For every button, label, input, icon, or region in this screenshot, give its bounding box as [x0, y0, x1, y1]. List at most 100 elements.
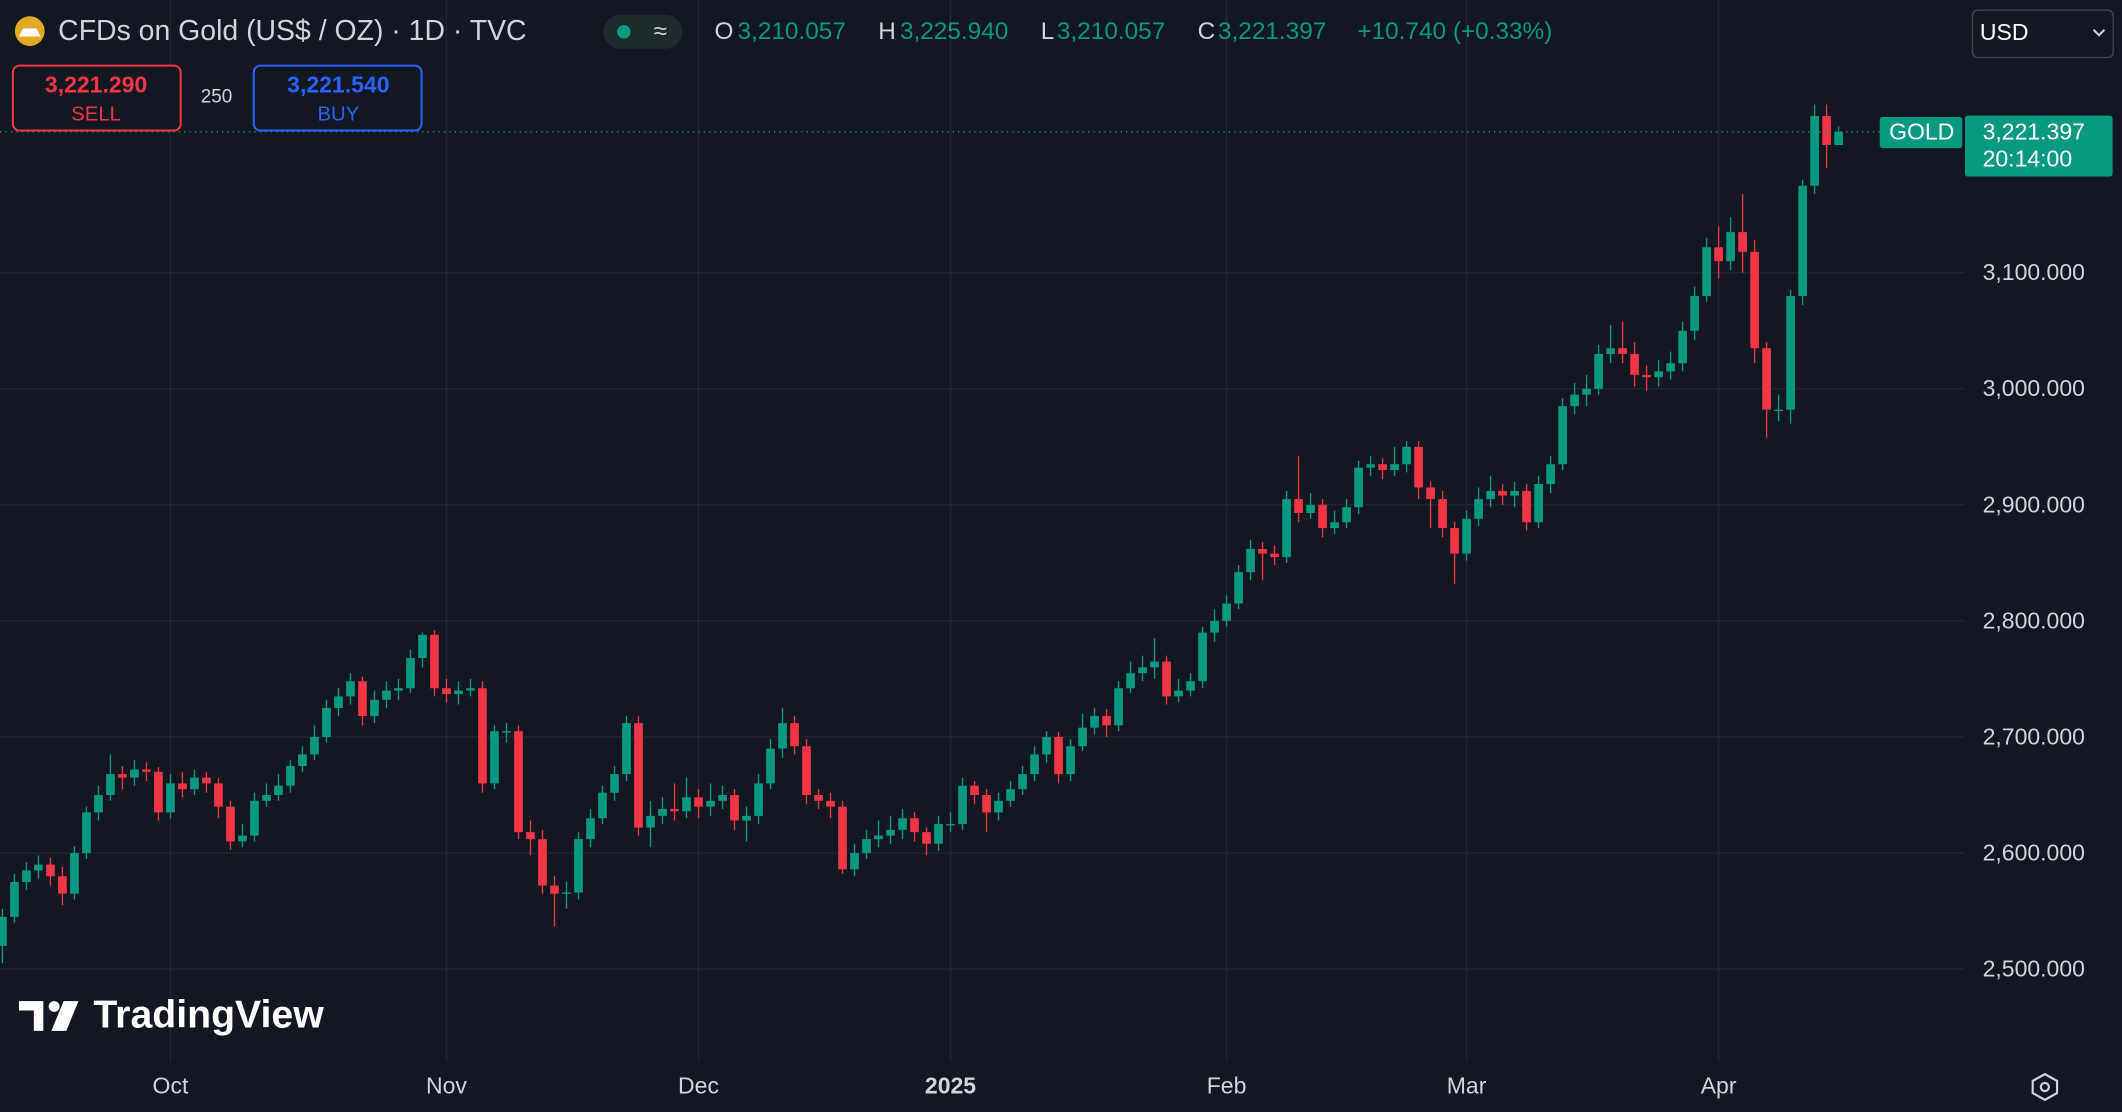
candle-body	[1270, 553, 1279, 558]
candle-body	[598, 792, 607, 819]
candle-body	[1342, 507, 1351, 523]
candle-body	[646, 815, 655, 828]
candle-body	[862, 839, 871, 854]
candle-body	[634, 723, 643, 828]
candle-body	[1438, 499, 1447, 529]
candle-body	[214, 783, 223, 807]
candle-body	[526, 832, 535, 840]
candle-body	[1738, 232, 1747, 252]
candle-body	[1654, 371, 1663, 378]
candle-body	[922, 832, 931, 844]
last-price: 3,221.397	[1983, 118, 2085, 144]
candle-body	[586, 818, 595, 840]
candle-body	[1402, 446, 1411, 465]
candle-body	[1642, 374, 1651, 378]
y-tick-label: 2,900.000	[1983, 491, 2085, 517]
candle-body	[370, 699, 379, 717]
candle-body	[1042, 736, 1051, 755]
candle-body	[814, 795, 823, 801]
spread: 250	[201, 86, 233, 107]
symbol-icon-bar	[18, 28, 41, 37]
candle-body	[1510, 490, 1519, 496]
candle-body	[1522, 490, 1531, 523]
candle-body	[82, 812, 91, 854]
candle-body	[1246, 548, 1255, 573]
candle-body	[0, 916, 7, 946]
candle-body	[142, 769, 151, 772]
symbol-title[interactable]: CFDs on Gold (US$ / OZ) · 1D · TVC	[58, 15, 526, 47]
ohlc-value: 3,225.940	[900, 18, 1008, 45]
ohlc-key: O	[715, 18, 734, 45]
candle-body	[502, 731, 511, 733]
ohlc-value: 3,221.397	[1218, 18, 1326, 45]
candle-body	[682, 797, 691, 812]
candle-body	[1138, 667, 1147, 674]
candle-body	[1750, 251, 1759, 349]
candle-body	[394, 688, 403, 691]
candle-body	[1414, 446, 1423, 488]
sell-button[interactable]	[11, 64, 182, 132]
candle-body	[1186, 681, 1195, 691]
ohlc-value: 3,210.057	[1057, 18, 1165, 45]
candle-body	[1822, 116, 1831, 146]
candle-body	[1174, 690, 1183, 697]
settings-icon[interactable]	[2031, 1072, 2059, 1102]
candle-body	[1198, 632, 1207, 682]
candle-body	[802, 746, 811, 796]
countdown: 20:14:00	[1983, 145, 2073, 171]
candle-body	[958, 785, 967, 825]
candle-body	[1570, 394, 1579, 407]
candle-body	[22, 870, 31, 883]
candle-body	[946, 824, 955, 826]
candle-body	[898, 818, 907, 830]
candle-body	[382, 690, 391, 700]
candle-body	[1390, 464, 1399, 471]
candle-body	[1090, 716, 1099, 728]
candle-body	[982, 795, 991, 813]
symbol-label: GOLD	[1889, 118, 1954, 144]
candle-body	[934, 824, 943, 844]
candle-body	[514, 731, 523, 833]
candle-body	[298, 754, 307, 766]
logo-mark	[48, 1001, 60, 1012]
candle-body	[1462, 518, 1471, 554]
candle-body	[1282, 499, 1291, 558]
candle-body	[1426, 487, 1435, 500]
candle-body	[490, 731, 499, 784]
candle-body	[478, 688, 487, 784]
sell-price: 3,221.290	[45, 72, 147, 98]
status-pill[interactable]	[603, 14, 683, 49]
plot-area	[0, 0, 1966, 1062]
currency-select[interactable]	[1971, 9, 2114, 59]
candle-body	[274, 785, 283, 796]
candle-body	[1474, 499, 1483, 519]
candle-body	[670, 808, 679, 812]
candle-body	[34, 864, 43, 871]
candle-body	[1030, 754, 1039, 775]
candle-body	[190, 777, 199, 790]
candle-body	[262, 795, 271, 801]
candle-body	[358, 681, 367, 717]
candle-body	[1114, 688, 1123, 726]
candle-body	[166, 783, 175, 813]
candle-body	[418, 634, 427, 659]
candle-body	[1126, 673, 1135, 689]
candle-body	[1066, 746, 1075, 775]
ohlc-key: H	[878, 18, 896, 45]
ohlc-key: L	[1041, 18, 1055, 45]
candle-body	[790, 723, 799, 747]
candle-body	[886, 829, 895, 836]
candle-body	[754, 783, 763, 816]
currency: USD	[1980, 19, 2029, 45]
candle-body	[130, 769, 139, 778]
ohlc-key: C	[1198, 18, 1216, 45]
candle-body	[1834, 131, 1843, 146]
candle-body	[1102, 716, 1111, 726]
candle-body	[1162, 661, 1171, 697]
candle-body	[1210, 620, 1219, 633]
candle-body	[1606, 348, 1615, 354]
candle-body	[1678, 330, 1687, 364]
candle-body	[1006, 789, 1015, 801]
buy-button[interactable]	[252, 64, 423, 132]
